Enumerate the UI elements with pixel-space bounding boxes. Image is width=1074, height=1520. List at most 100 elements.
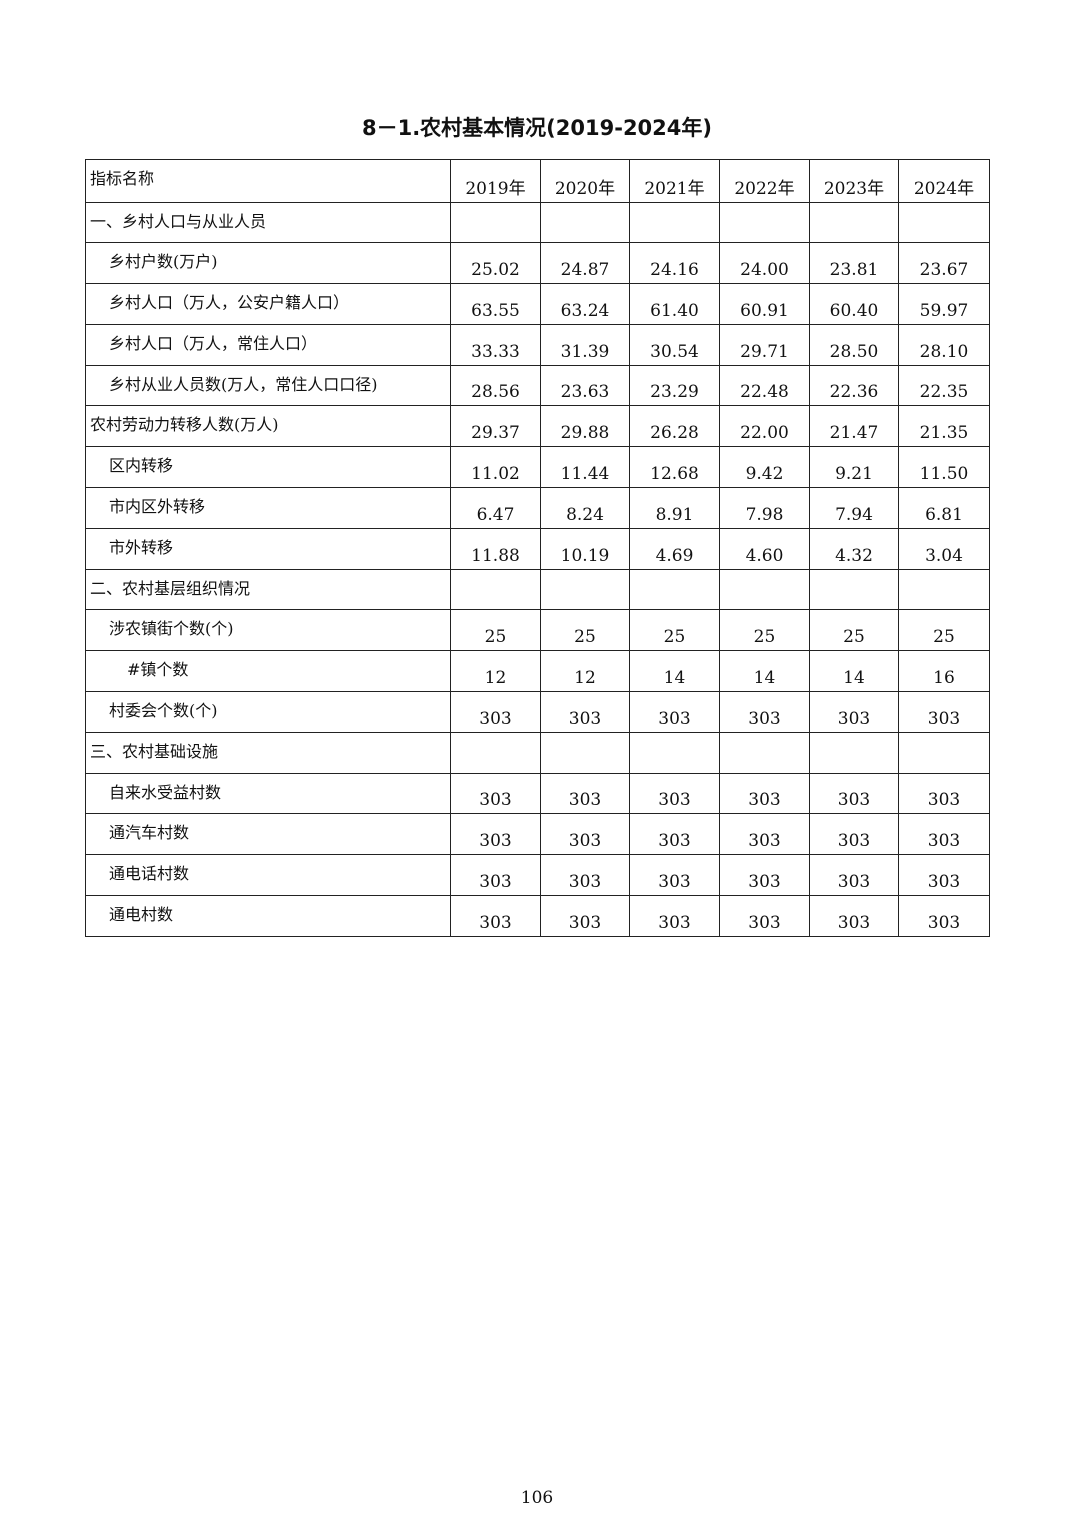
cell-value: 25 (719, 609, 810, 652)
table-row: 乡村人口（万人，公安户籍人口） 63.55 63.24 61.40 60.91 60.40… (85, 283, 990, 325)
cell-value (809, 201, 899, 244)
cell-value: 303 (898, 854, 990, 897)
cell-value: 9.21 (809, 446, 899, 489)
cell-value: 7.94 (809, 487, 899, 529)
cell-value: 303 (809, 895, 899, 937)
table-row: #镇个数 12 12 14 14 14 16 (85, 650, 990, 693)
cell-value: 303 (450, 691, 541, 733)
cell-value: 25 (809, 609, 899, 652)
cell-value: 22.48 (719, 364, 810, 407)
cell-value: 303 (898, 772, 990, 815)
cell-value: 60.40 (809, 283, 899, 325)
row-label: 乡村户数(万户) (85, 242, 451, 285)
row-label: 三、农村基础设施 (85, 731, 451, 774)
cell-value (540, 731, 630, 774)
cell-value: 303 (809, 813, 899, 856)
cell-value: 25 (898, 609, 990, 652)
table-row: 乡村户数(万户) 25.02 24.87 24.16 24.00 23.81 23.67 (85, 242, 990, 285)
row-label: 自来水受益村数 (85, 772, 451, 815)
cell-value (898, 731, 990, 774)
table-header-row: 指标名称 2019年 2020年 2021年 2022年 2023年 2024年 (85, 159, 990, 203)
cell-value: 33.33 (450, 323, 541, 366)
cell-value: 11.44 (540, 446, 630, 489)
cell-value: 28.50 (809, 323, 899, 366)
cell-value (809, 731, 899, 774)
row-label: 区内转移 (85, 446, 451, 489)
cell-value: 303 (540, 691, 630, 733)
cell-value: 31.39 (540, 323, 630, 366)
cell-value: 3.04 (898, 527, 990, 570)
cell-value (809, 568, 899, 611)
cell-value: 12 (450, 650, 541, 693)
cell-value: 12 (540, 650, 630, 693)
table-row: 自来水受益村数 303 303 303 303 303 303 (85, 772, 990, 815)
cell-value: 63.55 (450, 283, 541, 325)
cell-value: 16 (898, 650, 990, 693)
cell-value: 10.19 (540, 527, 630, 570)
row-label: 通电村数 (85, 895, 451, 937)
table-row: 二、农村基层组织情况 (85, 568, 990, 611)
cell-value: 23.63 (540, 364, 630, 407)
row-label: 农村劳动力转移人数(万人) (85, 405, 451, 448)
cell-value: 21.47 (809, 405, 899, 448)
cell-value (629, 731, 720, 774)
cell-value (450, 568, 541, 611)
cell-value (719, 568, 810, 611)
cell-value: 303 (719, 813, 810, 856)
cell-value (540, 568, 630, 611)
table-row: 涉农镇街个数(个) 25 25 25 25 25 25 (85, 609, 990, 652)
page-number: 106 (520, 1488, 554, 1508)
table-row: 一、乡村人口与从业人员 (85, 201, 990, 244)
cell-value: 22.00 (719, 405, 810, 448)
cell-value: 59.97 (898, 283, 990, 325)
cell-value: 63.24 (540, 283, 630, 325)
cell-value: 12.68 (629, 446, 720, 489)
cell-value: 11.02 (450, 446, 541, 489)
cell-value: 23.67 (898, 242, 990, 285)
cell-value: 4.32 (809, 527, 899, 570)
cell-value (450, 731, 541, 774)
row-label: 涉农镇街个数(个) (85, 609, 451, 652)
cell-value: 29.37 (450, 405, 541, 448)
cell-value: 28.10 (898, 323, 990, 366)
cell-value: 14 (809, 650, 899, 693)
cell-value: 24.16 (629, 242, 720, 285)
cell-value: 303 (450, 772, 541, 815)
table-row: 农村劳动力转移人数(万人) 29.37 29.88 26.28 22.00 21.47 21… (85, 405, 990, 448)
cell-value: 4.60 (719, 527, 810, 570)
table-row: 乡村从业人员数(万人，常住人口口径) 28.56 23.63 23.29 22.48 22… (85, 364, 990, 407)
row-label: 村委会个数(个) (85, 691, 451, 733)
cell-value: 303 (540, 813, 630, 856)
cell-value: 303 (629, 895, 720, 937)
cell-value: 303 (719, 854, 810, 897)
cell-value: 24.87 (540, 242, 630, 285)
cell-value: 303 (898, 691, 990, 733)
cell-value: 25 (450, 609, 541, 652)
cell-value: 303 (719, 895, 810, 937)
cell-value: 303 (629, 772, 720, 815)
cell-value: 303 (719, 772, 810, 815)
cell-value: 6.81 (898, 487, 990, 529)
cell-value: 6.47 (450, 487, 541, 529)
cell-value: 23.29 (629, 364, 720, 407)
cell-value: 303 (450, 854, 541, 897)
cell-value (719, 731, 810, 774)
row-label: 乡村从业人员数(万人，常住人口口径) (85, 364, 451, 407)
cell-value (450, 201, 541, 244)
cell-value: 28.56 (450, 364, 541, 407)
cell-value: 303 (629, 813, 720, 856)
cell-value: 22.36 (809, 364, 899, 407)
cell-value (898, 568, 990, 611)
cell-value: 25 (629, 609, 720, 652)
cell-value: 29.71 (719, 323, 810, 366)
table-row: 通汽车村数 303 303 303 303 303 303 (85, 813, 990, 856)
cell-value: 303 (809, 854, 899, 897)
rural-basics-table: 指标名称 2019年 2020年 2021年 2022年 2023年 2024年… (85, 159, 990, 937)
column-header-year: 2019年 (450, 159, 541, 203)
row-label: 市内区外转移 (85, 487, 451, 529)
cell-value: 303 (629, 854, 720, 897)
cell-value: 14 (719, 650, 810, 693)
cell-value: 303 (540, 854, 630, 897)
table-row: 区内转移 11.02 11.44 12.68 9.42 9.21 11.50 (85, 446, 990, 489)
row-label: 通电话村数 (85, 854, 451, 897)
